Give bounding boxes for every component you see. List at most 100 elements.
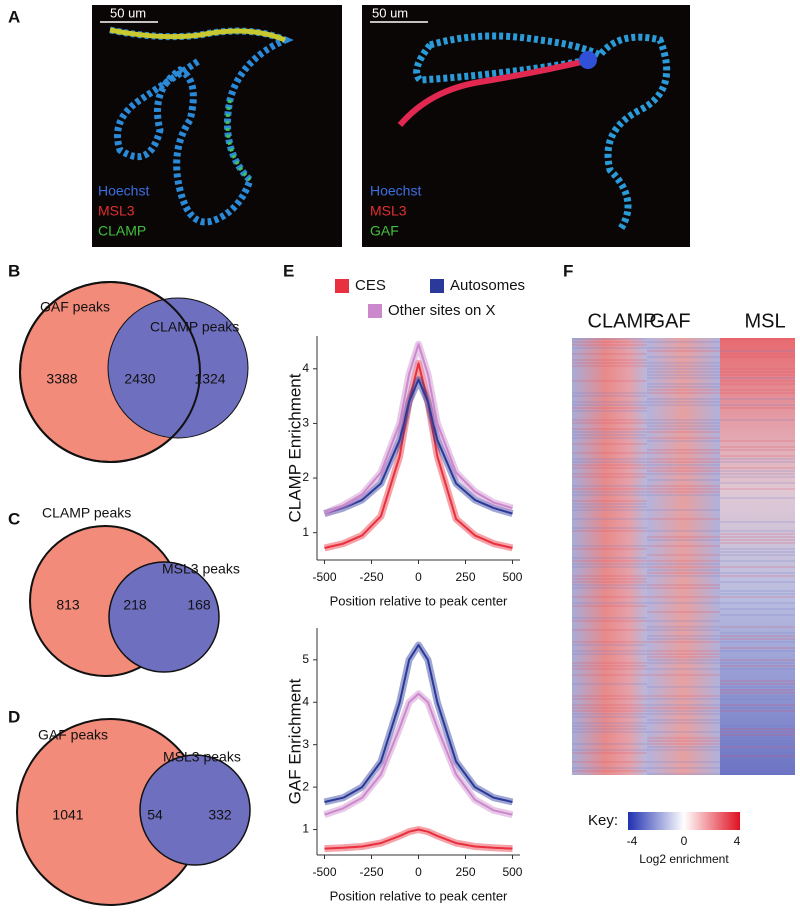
heatmap-texture: [647, 563, 720, 565]
heatmap-texture: [647, 389, 720, 391]
heatmap-texture: [647, 575, 720, 577]
heatmap-texture: [720, 356, 795, 358]
heatmap-texture: [647, 485, 720, 487]
heatmap-texture: [572, 581, 647, 583]
heatmap-texture: [572, 338, 647, 340]
y-tick-label: 3: [302, 416, 309, 430]
heatmap-texture: [572, 527, 647, 529]
heatmap-texture: [572, 596, 647, 598]
heatmap-texture: [572, 695, 647, 697]
heatmap-texture: [572, 620, 647, 622]
heatmap-texture: [647, 431, 720, 433]
heatmap-texture: [720, 614, 795, 616]
y-tick-label: 5: [302, 652, 309, 666]
heatmap-texture: [720, 536, 795, 538]
heatmap-texture: [720, 446, 795, 448]
panel-label: E: [283, 261, 294, 280]
heatmap-texture: [572, 563, 647, 565]
heatmap-texture: [572, 452, 647, 454]
heatmap-texture: [647, 653, 720, 655]
x-tick-label: -250: [359, 865, 383, 879]
heatmap-texture: [720, 368, 795, 370]
heatmap-texture: [647, 560, 720, 562]
heatmap-texture: [720, 482, 795, 484]
series-band: [324, 826, 513, 853]
heatmap-texture: [572, 401, 647, 403]
series-band: [323, 690, 514, 819]
heatmap-texture: [720, 449, 795, 451]
heatmap-texture: [720, 398, 795, 400]
heatmap-texture: [647, 569, 720, 571]
heatmap-texture: [720, 692, 795, 694]
x-axis-label: Position relative to peak center: [330, 888, 508, 903]
heatmap-texture: [720, 521, 795, 523]
heatmap-texture: [720, 548, 795, 550]
heatmap-texture: [572, 707, 647, 709]
venn-label: GAF peaks: [38, 727, 108, 743]
legend-swatch: [368, 304, 382, 318]
heatmap-texture: [572, 443, 647, 445]
legend-label: Autosomes: [450, 277, 525, 294]
heatmap-texture: [647, 620, 720, 622]
y-tick-label: 2: [302, 470, 309, 484]
heatmap-texture: [647, 638, 720, 640]
heatmap-texture: [647, 668, 720, 670]
heatmap-texture: [647, 464, 720, 466]
heatmap-texture: [572, 650, 647, 652]
heatmap-texture: [647, 761, 720, 763]
heatmap-texture: [572, 668, 647, 670]
heatmap-texture: [647, 767, 720, 769]
heatmap-texture: [572, 665, 647, 667]
x-tick-label: -250: [359, 570, 383, 584]
heatmap-texture: [647, 371, 720, 373]
heatmap-texture: [647, 488, 720, 490]
heatmap-texture: [647, 458, 720, 460]
heatmap-texture: [572, 473, 647, 475]
heatmap-texture: [647, 740, 720, 742]
heatmap-texture: [720, 635, 795, 637]
venn-count: 168: [187, 597, 211, 613]
heatmap-texture: [572, 431, 647, 433]
heatmap-texture: [720, 659, 795, 661]
heatmap-texture: [720, 530, 795, 532]
heatmap: CLAMP GAF MSL Key: -4 0 4 Log2 enrichmen…: [572, 310, 795, 866]
heatmap-texture: [572, 566, 647, 568]
heatmap-texture: [572, 485, 647, 487]
heatmap-texture: [647, 587, 720, 589]
heatmap-texture: [647, 539, 720, 541]
heatmap-texture: [572, 347, 647, 349]
series-band: [323, 359, 514, 552]
heatmap-texture: [720, 590, 795, 592]
heatmap-texture: [720, 539, 795, 541]
series-band: [323, 641, 514, 806]
x-tick-label: -500: [313, 865, 337, 879]
stain-label: Hoechst: [370, 183, 421, 199]
heatmap-texture: [647, 383, 720, 385]
heatmap-texture: [720, 695, 795, 697]
heatmap-texture: [647, 494, 720, 496]
heatmap-texture: [647, 386, 720, 388]
heatmap-texture: [647, 422, 720, 424]
y-tick-label: 1: [302, 525, 309, 539]
heatmap-texture: [647, 452, 720, 454]
y-tick-label: 4: [302, 694, 309, 708]
heatmap-texture: [720, 710, 795, 712]
venn-count: 332: [208, 807, 232, 823]
heatmap-texture: [647, 719, 720, 721]
x-tick-label: 250: [455, 865, 475, 879]
heatmap-texture: [647, 749, 720, 751]
heatmap-texture: [572, 749, 647, 751]
series-line: [324, 692, 513, 816]
x-axis-label: Position relative to peak center: [330, 593, 508, 608]
heatmap-texture: [647, 686, 720, 688]
heatmap-texture: [720, 680, 795, 682]
heatmap-texture: [720, 689, 795, 691]
heatmap-texture: [720, 581, 795, 583]
heatmap-texture: [647, 449, 720, 451]
heatmap-texture: [647, 584, 720, 586]
series-line: [324, 343, 513, 515]
x-tick-label: 0: [415, 570, 422, 584]
heatmap-texture: [720, 566, 795, 568]
series-line: [324, 828, 513, 850]
